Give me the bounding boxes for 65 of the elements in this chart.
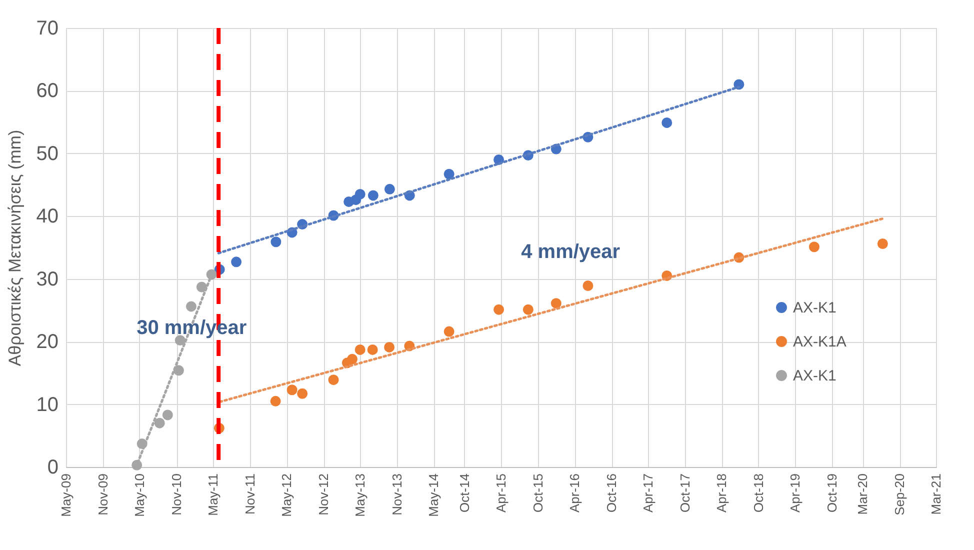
y-tick-label: 50 — [36, 142, 58, 165]
x-tick-label: Sep-20 — [892, 474, 908, 516]
x-tick-label: May-10 — [132, 474, 147, 517]
point — [297, 388, 308, 399]
x-tick-label: Oct-15 — [530, 474, 546, 513]
point — [354, 344, 366, 355]
legend-label: AX-K1A — [793, 334, 846, 350]
point — [270, 396, 281, 406]
point — [347, 354, 358, 364]
x-tick-label: Oct-19 — [824, 474, 840, 513]
x-tick-label: Oct-17 — [677, 474, 692, 513]
x-tick-label: Apr-16 — [567, 474, 582, 513]
y-axis-title: Αθροιστικές Μετακινήσεις (mm) — [5, 130, 24, 366]
point — [494, 304, 504, 315]
point — [384, 184, 395, 194]
point — [444, 326, 454, 337]
point — [662, 117, 672, 128]
annotation: 30 mm/year — [136, 316, 247, 339]
x-tick-label: Nov-09 — [96, 474, 111, 516]
y-tick-label: 20 — [36, 331, 58, 354]
x-tick-label: Oct-18 — [750, 474, 766, 513]
x-tick-label: Apr-17 — [640, 474, 656, 513]
x-tick-label: Nov-10 — [169, 474, 184, 516]
x-tick-label: May-14 — [426, 474, 442, 517]
point — [354, 188, 366, 200]
x-tick-label: Nov-12 — [316, 474, 332, 516]
point — [154, 418, 165, 428]
y-tick-label: 70 — [36, 18, 58, 40]
point — [582, 280, 594, 291]
x-tick-label: Apr-19 — [788, 474, 803, 513]
point — [186, 301, 196, 312]
x-tick-label: Apr-15 — [494, 474, 508, 513]
x-tick-label: Apr-18 — [714, 474, 730, 513]
point — [367, 344, 378, 355]
x-tick-label: May-12 — [279, 474, 294, 517]
y-tick-label: 0 — [47, 456, 58, 478]
y-tick-label: 10 — [36, 394, 58, 416]
point — [162, 410, 173, 420]
legend-label: AX-K1 — [793, 368, 836, 384]
point — [368, 190, 378, 201]
point — [522, 304, 534, 315]
y-tick-label: 40 — [36, 206, 58, 228]
y-tick-label: 60 — [36, 80, 58, 102]
legend-label: AX-K1 — [793, 300, 836, 316]
point — [384, 342, 395, 352]
point — [231, 256, 242, 268]
x-tick-label: May-09 — [58, 474, 74, 517]
y-tick-label: 30 — [36, 268, 58, 290]
point — [196, 282, 207, 292]
x-tick-label: Oct-14 — [456, 474, 472, 513]
x-tick-label: May-11 — [205, 474, 220, 516]
point — [444, 168, 454, 180]
x-tick-label: Nov-11 — [242, 474, 258, 514]
point — [270, 236, 282, 248]
point — [808, 242, 820, 252]
annotation: 4 mm/year — [521, 240, 620, 263]
point — [877, 238, 888, 249]
x-tick-label: Mar-20 — [855, 474, 870, 515]
x-tick-label: Mar-21 — [928, 474, 944, 515]
point — [286, 384, 298, 396]
x-tick-label: Nov-13 — [390, 474, 405, 516]
x-tick-label: Oct-16 — [604, 474, 620, 513]
x-tick-label: May-13 — [352, 474, 368, 517]
point — [328, 374, 339, 386]
point — [550, 298, 562, 309]
